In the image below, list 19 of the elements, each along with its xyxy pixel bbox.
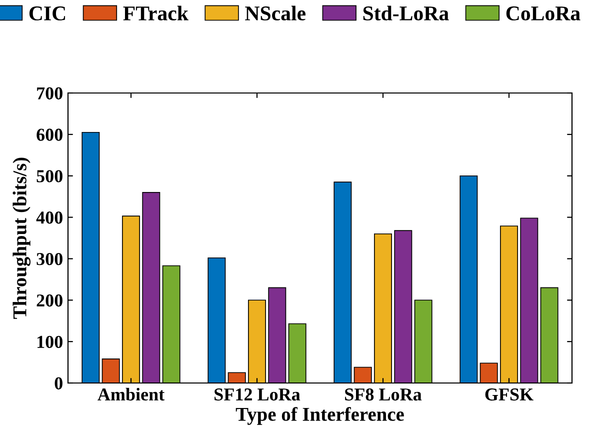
y-tick-label: 0 [54,377,62,390]
x-tick-label: SF8 LoRa [345,388,422,401]
legend-label: CoLoRa [506,6,580,20]
legend-label: NScale [245,6,306,20]
x-tick-label: GFSK [485,388,534,401]
y-tick-label: 100 [38,336,62,348]
x-tick-label: SF12 LoRa [214,388,300,401]
y-tick-label: 700 [37,87,62,100]
y-tick-label: 400 [36,212,62,224]
y-tick-label: 600 [36,128,62,141]
legend-label: FTrack [123,6,188,20]
y-axis-title: Throughput (bits/s) [12,158,30,319]
y-tick-label: 500 [36,170,62,182]
x-tick-label: Ambient [98,388,165,401]
y-tick-label: 200 [36,294,62,307]
y-tick-label: 300 [36,252,62,266]
x-axis-title: Type of Interference [236,407,404,425]
legend-label: Std-LoRa [363,6,449,20]
legend-label: CIC [29,6,66,20]
